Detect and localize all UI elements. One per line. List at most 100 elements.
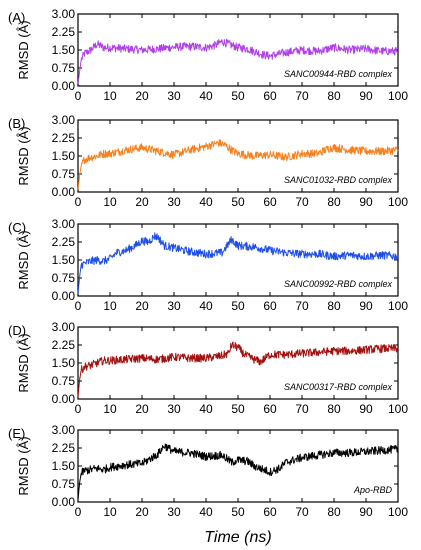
panels-layer: 0.00 0.75 1.50 2.25 3.00 0 10 20 30 40 50 60 70 80 90 1… [8, 7, 408, 519]
x-tick-label: 60 [263, 402, 277, 416]
x-tick-label: 80 [327, 402, 341, 416]
y-tick-label: 1.50 [52, 149, 76, 163]
x-tick-label: 30 [167, 299, 181, 313]
y-tick-label: 1.50 [52, 459, 76, 473]
x-tick-label: 30 [167, 505, 181, 519]
x-tick-label: 0 [75, 89, 82, 103]
panel-label: (E) [8, 426, 25, 441]
series-annotation: SANC00317-RBD complex [284, 382, 393, 392]
y-tick-label: 3.00 [52, 423, 76, 437]
panel-label: (D) [8, 323, 26, 338]
x-tick-label: 10 [103, 299, 117, 313]
plot-frame [77, 429, 399, 503]
x-tick-label: 50 [231, 505, 245, 519]
x-tick-label: 60 [263, 195, 277, 209]
x-tick-label: 0 [75, 402, 82, 416]
rmsd-series-line [77, 139, 399, 190]
x-tick-label: 60 [263, 505, 277, 519]
x-tick-label: 50 [231, 89, 245, 103]
x-tick-label: 70 [295, 402, 309, 416]
x-tick-label: 40 [199, 89, 213, 103]
y-tick-label: 0.75 [52, 374, 76, 388]
rmsd-series-line [77, 443, 398, 500]
x-tick-label: 0 [75, 195, 82, 209]
panel-4: 0.00 0.75 1.50 2.25 3.00 0 10 20 30 40 50 60 70 80 90 1… [8, 423, 408, 519]
y-tick-label: 0.75 [52, 167, 76, 181]
x-tick-label: 0 [75, 505, 82, 519]
x-tick-label: 40 [199, 505, 213, 519]
rmsd-series-line [77, 38, 399, 84]
x-tick-label: 70 [295, 195, 309, 209]
series-annotation: SANC00944-RBD complex [284, 69, 393, 79]
y-axis-label: RMSD (Å) [16, 230, 31, 289]
x-tick-label: 10 [103, 402, 117, 416]
x-tick-label: 100 [388, 195, 408, 209]
x-tick-label: 100 [388, 299, 408, 313]
x-tick-label: 20 [135, 195, 149, 209]
series-annotation: SANC00992-RBD complex [284, 279, 393, 289]
y-tick-label: 0.75 [52, 271, 76, 285]
x-tick-label: 50 [231, 195, 245, 209]
series-annotation: SANC01032-RBD complex [284, 175, 393, 185]
x-tick-label: 90 [359, 195, 373, 209]
series-annotation: Apo-RBD [353, 485, 393, 495]
y-tick-label: 2.25 [52, 25, 76, 39]
x-tick-label: 100 [388, 402, 408, 416]
y-tick-label: 0.75 [52, 477, 76, 491]
x-tick-label: 90 [359, 402, 373, 416]
x-tick-label: 10 [103, 195, 117, 209]
y-axis-label: RMSD (Å) [16, 20, 31, 79]
panel-1: 0.00 0.75 1.50 2.25 3.00 0 10 20 30 40 50 60 70 80 90 1… [8, 113, 408, 209]
x-tick-label: 80 [327, 195, 341, 209]
y-tick-label: 0.00 [52, 495, 76, 509]
y-tick-label: 2.25 [52, 131, 76, 145]
y-tick-label: 2.25 [52, 338, 76, 352]
x-axis-label: Time (ns) [204, 529, 271, 546]
panel-2: 0.00 0.75 1.50 2.25 3.00 0 10 20 30 40 50 60 70 80 90 1… [8, 217, 408, 313]
x-tick-label: 10 [103, 505, 117, 519]
x-tick-label: 80 [327, 299, 341, 313]
x-tick-label: 90 [359, 89, 373, 103]
x-tick-label: 10 [103, 89, 117, 103]
x-tick-label: 50 [231, 299, 245, 313]
y-tick-label: 3.00 [52, 7, 76, 21]
x-tick-label: 0 [75, 299, 82, 313]
x-tick-label: 80 [327, 505, 341, 519]
y-tick-label: 0.00 [52, 185, 76, 199]
x-tick-label: 70 [295, 299, 309, 313]
x-tick-label: 20 [135, 299, 149, 313]
rmsd-series-line [77, 341, 399, 397]
panel-label: (A) [8, 10, 25, 25]
y-tick-label: 2.25 [52, 235, 76, 249]
y-tick-label: 2.25 [52, 441, 76, 455]
y-tick-label: 1.50 [52, 253, 76, 267]
x-tick-label: 70 [295, 89, 309, 103]
y-tick-label: 1.50 [52, 356, 76, 370]
x-tick-label: 30 [167, 402, 181, 416]
y-tick-label: 0.00 [52, 289, 76, 303]
x-tick-label: 40 [199, 195, 213, 209]
y-axis-label: RMSD (Å) [16, 436, 31, 495]
x-tick-label: 70 [295, 505, 309, 519]
x-tick-label: 60 [263, 299, 277, 313]
y-tick-label: 0.00 [52, 79, 76, 93]
x-tick-label: 80 [327, 89, 341, 103]
x-tick-label: 30 [167, 195, 181, 209]
y-tick-label: 1.50 [52, 43, 76, 57]
y-tick-label: 0.00 [52, 392, 76, 406]
x-tick-label: 40 [199, 299, 213, 313]
panel-label: (C) [8, 220, 26, 235]
x-tick-label: 20 [135, 89, 149, 103]
x-tick-label: 100 [388, 505, 408, 519]
x-tick-label: 90 [359, 299, 373, 313]
panel-label: (B) [8, 116, 25, 131]
y-tick-label: 3.00 [52, 217, 76, 231]
x-tick-label: 100 [388, 89, 408, 103]
y-axis-label: RMSD (Å) [16, 333, 31, 392]
x-tick-label: 40 [199, 402, 213, 416]
x-tick-label: 90 [359, 505, 373, 519]
x-tick-label: 20 [135, 402, 149, 416]
y-tick-label: 3.00 [52, 113, 76, 127]
y-tick-label: 3.00 [52, 320, 76, 334]
